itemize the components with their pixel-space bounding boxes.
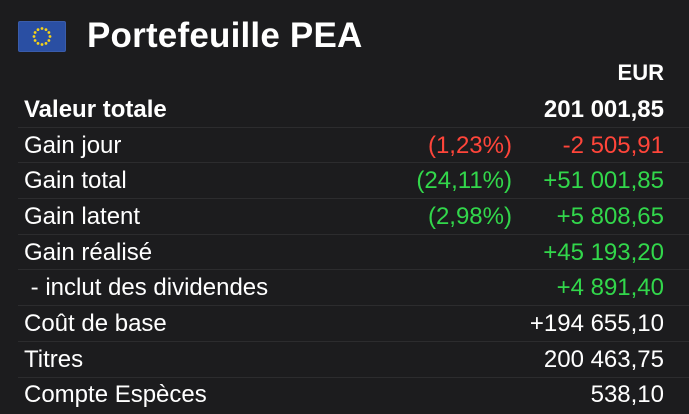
row-securities[interactable]: Titres 200 463,75 <box>0 342 689 378</box>
row-value: +5 808,65 <box>556 202 664 230</box>
row-unrealized-gain[interactable]: Gain latent (2,98%) +5 808,65 <box>0 199 689 235</box>
row-total-value[interactable]: Valeur totale 201 001,85 <box>0 92 689 128</box>
page-title: Portefeuille PEA <box>87 16 363 55</box>
row-value: +45 193,20 <box>543 238 664 266</box>
row-value: -2 505,91 <box>562 131 664 159</box>
eu-flag-icon <box>18 20 66 52</box>
row-value: +4 891,40 <box>556 274 664 302</box>
row-label: Gain jour <box>24 131 122 159</box>
row-percent: (1,23%) <box>427 131 512 159</box>
row-percent: (24,11%) <box>416 167 512 195</box>
row-dividends[interactable]: - inclut des dividendes +4 891,40 <box>0 270 689 306</box>
row-label: Coût de base <box>24 309 167 337</box>
row-label: Titres <box>24 345 84 373</box>
row-value: 201 001,85 <box>543 95 664 123</box>
header: Portefeuille PEA <box>18 14 363 58</box>
row-daily-gain[interactable]: Gain jour (1,23%) -2 505,91 <box>0 128 689 164</box>
row-label: Compte Espèces <box>24 381 207 409</box>
row-percent: (2,98%) <box>427 202 512 230</box>
row-label: Gain latent <box>24 202 141 230</box>
row-label: Valeur totale <box>24 95 167 123</box>
row-label: Gain total <box>24 167 127 195</box>
row-label: Gain réalisé <box>24 238 153 266</box>
row-total-gain[interactable]: Gain total (24,11%) +51 001,85 <box>0 163 689 199</box>
row-cost-basis[interactable]: Coût de base +194 655,10 <box>0 306 689 342</box>
row-value: 538,10 <box>590 381 664 409</box>
portfolio-summary-table: Valeur totale 201 001,85 Gain jour (1,23… <box>0 92 689 413</box>
currency-label: EUR <box>617 60 664 85</box>
row-label: - inclut des dividendes <box>24 274 269 302</box>
row-realized-gain[interactable]: Gain réalisé +45 193,20 <box>0 235 689 271</box>
row-value: +194 655,10 <box>529 309 664 337</box>
row-value: +51 001,85 <box>543 167 664 195</box>
row-value: 200 463,75 <box>543 345 664 373</box>
row-cash-account[interactable]: Compte Espèces 538,10 <box>0 378 689 414</box>
